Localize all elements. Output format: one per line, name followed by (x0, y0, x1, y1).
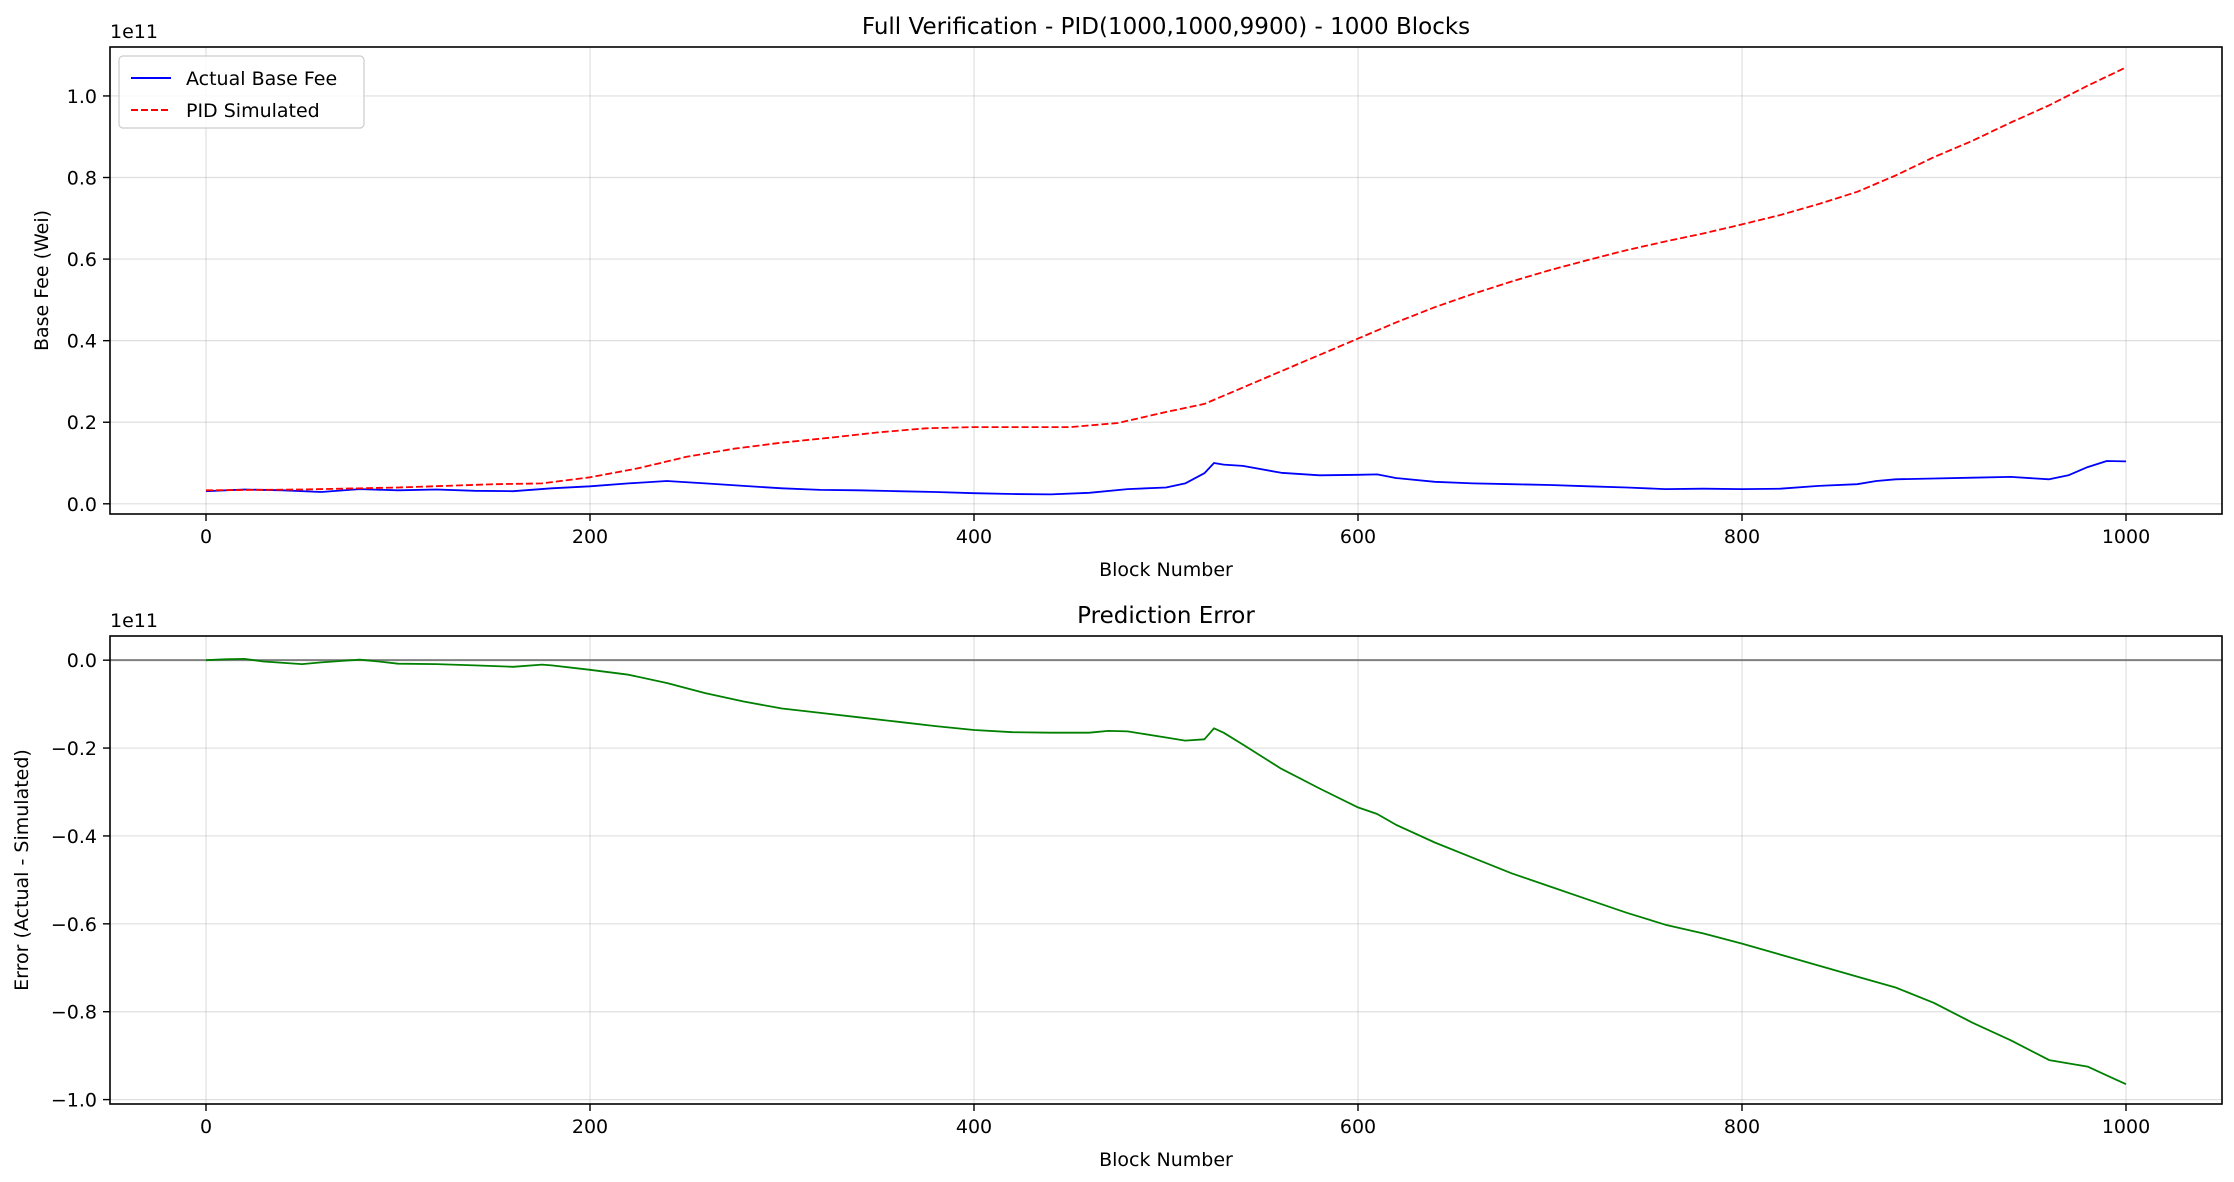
x-tick-label: 800 (1724, 526, 1760, 548)
x-tick-label: 600 (1340, 1116, 1376, 1138)
x-axis-label: Block Number (1099, 559, 1233, 581)
y-ticks: 0.0 −0.2 −0.4 −0.6 −0.8 −1.0 (51, 650, 110, 1112)
y-tick-label: 1.0 (67, 86, 97, 108)
x-tick-label: 0 (200, 526, 212, 548)
y-offset-text: 1e11 (110, 21, 158, 43)
grid-lines (110, 636, 2222, 1104)
legend-box (118, 55, 365, 129)
x-tick-label: 800 (1724, 1116, 1760, 1138)
legend: Actual Base Fee PID Simulated (118, 55, 365, 129)
plot-frame (109, 635, 2223, 1105)
base-fee-chart: 0 200 400 600 800 1000 0.0 0.2 0.4 0.6 0.8 1.0 Ful… (31, 14, 2223, 581)
y-tick-label: 0.2 (67, 412, 97, 434)
y-tick-label: −0.4 (51, 826, 97, 848)
x-tick-label: 600 (1340, 526, 1376, 548)
grid-lines (110, 47, 2222, 514)
x-tick-label: 200 (572, 526, 608, 548)
x-ticks: 0 200 400 600 800 1000 (200, 1104, 2150, 1138)
x-ticks: 0 200 400 600 800 1000 (200, 514, 2150, 548)
y-axis-label: Base Fee (Wei) (31, 210, 53, 351)
y-tick-label: −1.0 (51, 1090, 97, 1112)
y-tick-label: 0.4 (67, 331, 97, 353)
x-tick-label: 1000 (2102, 1116, 2150, 1138)
y-tick-label: 0.8 (67, 168, 97, 190)
y-tick-label: 0.0 (67, 650, 97, 672)
y-axis-label: Error (Actual - Simulated) (11, 749, 33, 991)
prediction-error-chart: 0 200 400 600 800 1000 0.0 −0.2 −0.4 −0.6 −0.8 −1.… (11, 603, 2223, 1171)
x-tick-label: 200 (572, 1116, 608, 1138)
y-tick-label: −0.2 (51, 738, 97, 760)
series-line-0 (205, 658, 2127, 1086)
legend-label-simulated: PID Simulated (186, 100, 320, 122)
y-tick-label: −0.6 (51, 914, 97, 936)
x-tick-label: 1000 (2102, 526, 2150, 548)
legend-label-actual: Actual Base Fee (186, 68, 337, 90)
series-lines (205, 66, 2127, 496)
y-tick-label: 0.0 (67, 494, 97, 516)
chart-title: Full Verification - PID(1000,1000,9900) … (862, 14, 1470, 40)
series-line-1 (205, 66, 2127, 492)
series-line-0 (205, 460, 2127, 496)
y-tick-label: 0.6 (67, 249, 97, 271)
chart-title: Prediction Error (1077, 603, 1255, 629)
x-tick-label: 400 (956, 1116, 992, 1138)
x-tick-label: 0 (200, 1116, 212, 1138)
plot-frame (109, 46, 2223, 515)
x-axis-label: Block Number (1099, 1149, 1233, 1171)
y-ticks: 0.0 0.2 0.4 0.6 0.8 1.0 (67, 86, 110, 516)
series-lines (205, 658, 2127, 1086)
y-offset-text: 1e11 (110, 610, 158, 632)
y-tick-label: −0.8 (51, 1002, 97, 1024)
x-tick-label: 400 (956, 526, 992, 548)
